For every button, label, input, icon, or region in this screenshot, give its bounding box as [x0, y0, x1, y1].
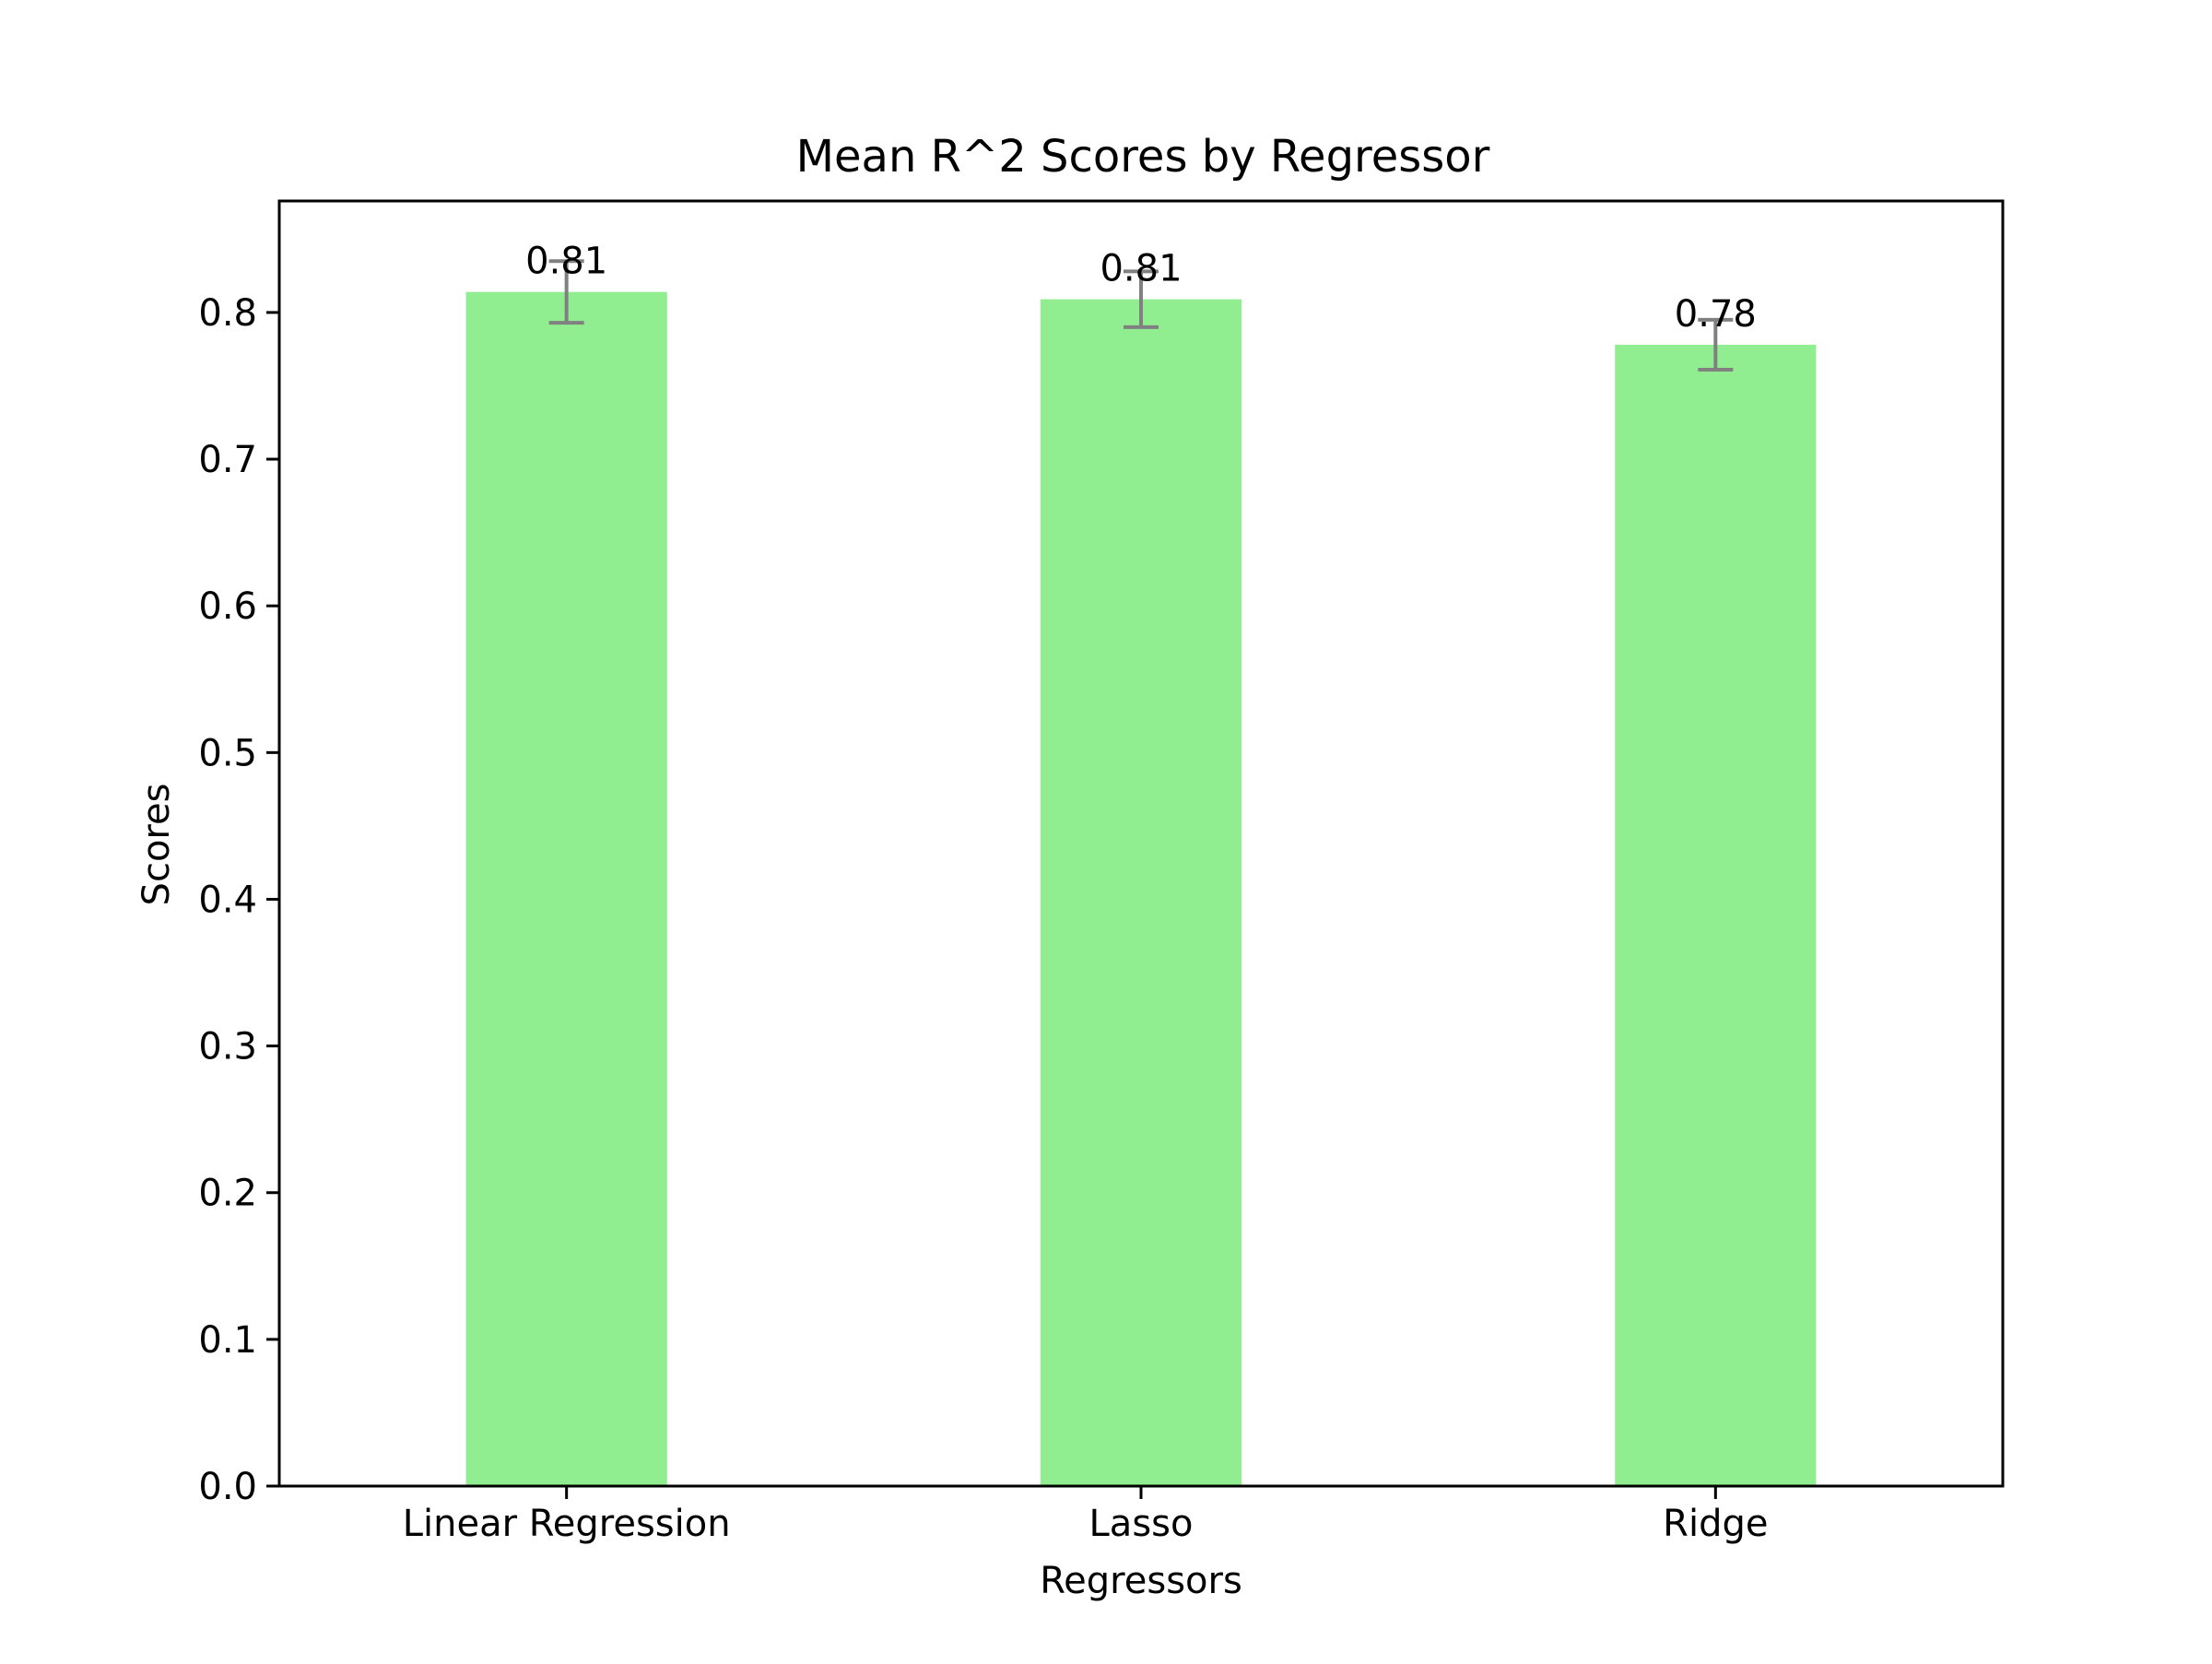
bar-1 [1040, 299, 1242, 1487]
y-tick-label-7: 0.7 [198, 439, 257, 481]
chart-title: Mean R^2 Scores by Regressor [796, 131, 1490, 183]
y-axis: 0.0 0.1 0.2 0.3 0.4 0.5 0.6 0.7 0.8 [198, 292, 279, 1508]
bar-0 [465, 291, 667, 1486]
y-axis-label: Scores [135, 784, 178, 906]
value-label-2: 0.78 [1675, 293, 1757, 336]
bar-2 [1615, 344, 1817, 1487]
value-label-0: 0.81 [525, 241, 607, 283]
y-tick-label-8: 0.8 [198, 292, 257, 335]
value-label-1: 0.81 [1100, 248, 1182, 290]
y-tick-label-2: 0.2 [198, 1173, 257, 1215]
value-labels-layer: 0.81 0.81 0.78 [525, 241, 1757, 336]
y-tick-label-5: 0.5 [198, 732, 257, 774]
y-tick-label-0: 0.0 [198, 1466, 257, 1508]
x-tick-label-2: Ridge [1663, 1503, 1768, 1545]
y-tick-label-3: 0.3 [198, 1026, 257, 1068]
y-tick-label-6: 0.6 [198, 585, 257, 628]
x-axis: Linear Regression Lasso Ridge [403, 1486, 1768, 1545]
bars-layer [465, 291, 1817, 1487]
y-tick-label-1: 0.1 [198, 1319, 257, 1362]
x-tick-label-1: Lasso [1089, 1503, 1194, 1545]
error-bars-layer [548, 259, 1734, 372]
y-tick-label-4: 0.4 [198, 879, 257, 921]
x-axis-label: Regressors [1040, 1560, 1242, 1602]
x-tick-label-0: Linear Regression [403, 1503, 731, 1545]
